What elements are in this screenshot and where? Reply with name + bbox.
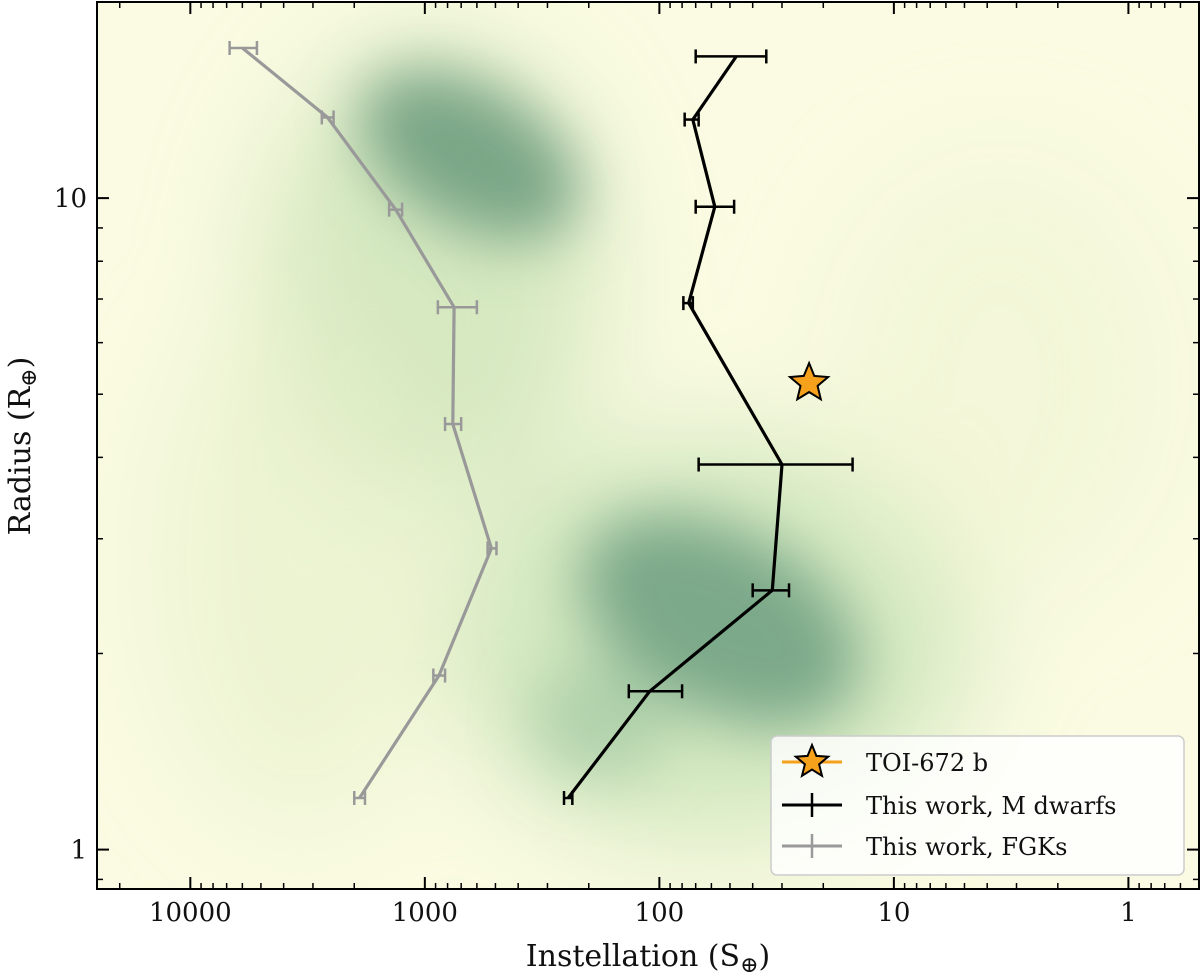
errorbar-m-dwarfs-0 — [694, 49, 768, 64]
errorbar-m-dwarfs-6 — [627, 684, 684, 699]
x-tick-label-0: 10000 — [149, 898, 232, 928]
y-axis-label: Radius (R⊕) — [3, 357, 42, 536]
legend: TOI-672 b This work, M dwarfs This work,… — [770, 735, 1185, 876]
legend-label-toi672b: TOI-672 b — [866, 749, 988, 777]
series-layer — [228, 40, 854, 806]
legend-item-toi672b: TOI-672 b — [782, 742, 988, 778]
errorbar-fgks-6 — [432, 668, 447, 683]
series-fgks — [228, 40, 498, 806]
x-axis-label: Instellation (S⊕) — [526, 939, 770, 973]
ticks-layer: 10000 1000 100 10 1 1 10 — [54, 1, 1200, 928]
errorbar-m-dwarfs-2 — [694, 199, 736, 214]
errorbar-m-dwarfs-4 — [697, 457, 854, 472]
errorbar-fgks-5 — [486, 541, 498, 556]
x-tick-label-2: 100 — [635, 898, 685, 928]
errorbar-fgks-3 — [436, 300, 479, 315]
x-tick-label-4: 1 — [1120, 898, 1137, 928]
density-background — [97, 2, 1199, 889]
x-tick-label-1: 1000 — [392, 898, 458, 928]
errorbar-fgks-7 — [352, 791, 367, 806]
errorbar-m-dwarfs-1 — [683, 112, 700, 127]
legend-label-fgks: This work, FGKs — [866, 833, 1067, 861]
errorbar-fgks-1 — [320, 110, 335, 125]
series-m-dwarfs — [562, 49, 854, 806]
series-line-m-dwarfs — [566, 55, 784, 799]
legend-label-m-dwarfs: This work, M dwarfs — [866, 792, 1116, 820]
x-tick-label-3: 10 — [877, 898, 910, 928]
y-tick-label-0: 1 — [70, 836, 87, 866]
legend-star-marker — [793, 742, 831, 778]
legend-item-m-dwarfs: This work, M dwarfs — [782, 792, 1116, 820]
errorbar-m-dwarfs-5 — [751, 583, 791, 598]
plot-frame — [96, 1, 1200, 890]
errorbar-fgks-0 — [228, 40, 259, 55]
series-line-fgks — [241, 46, 493, 799]
y-tick-label-1: 10 — [54, 184, 87, 214]
errorbar-m-dwarfs-7 — [562, 791, 574, 806]
errorbar-fgks-2 — [387, 202, 404, 217]
legend-item-fgks: This work, FGKs — [782, 833, 1067, 861]
errorbar-m-dwarfs-3 — [682, 296, 695, 311]
toi672b-star-marker — [787, 360, 831, 402]
legend-box — [770, 735, 1185, 876]
errorbar-fgks-4 — [443, 417, 463, 432]
highlight-layer — [787, 360, 831, 402]
